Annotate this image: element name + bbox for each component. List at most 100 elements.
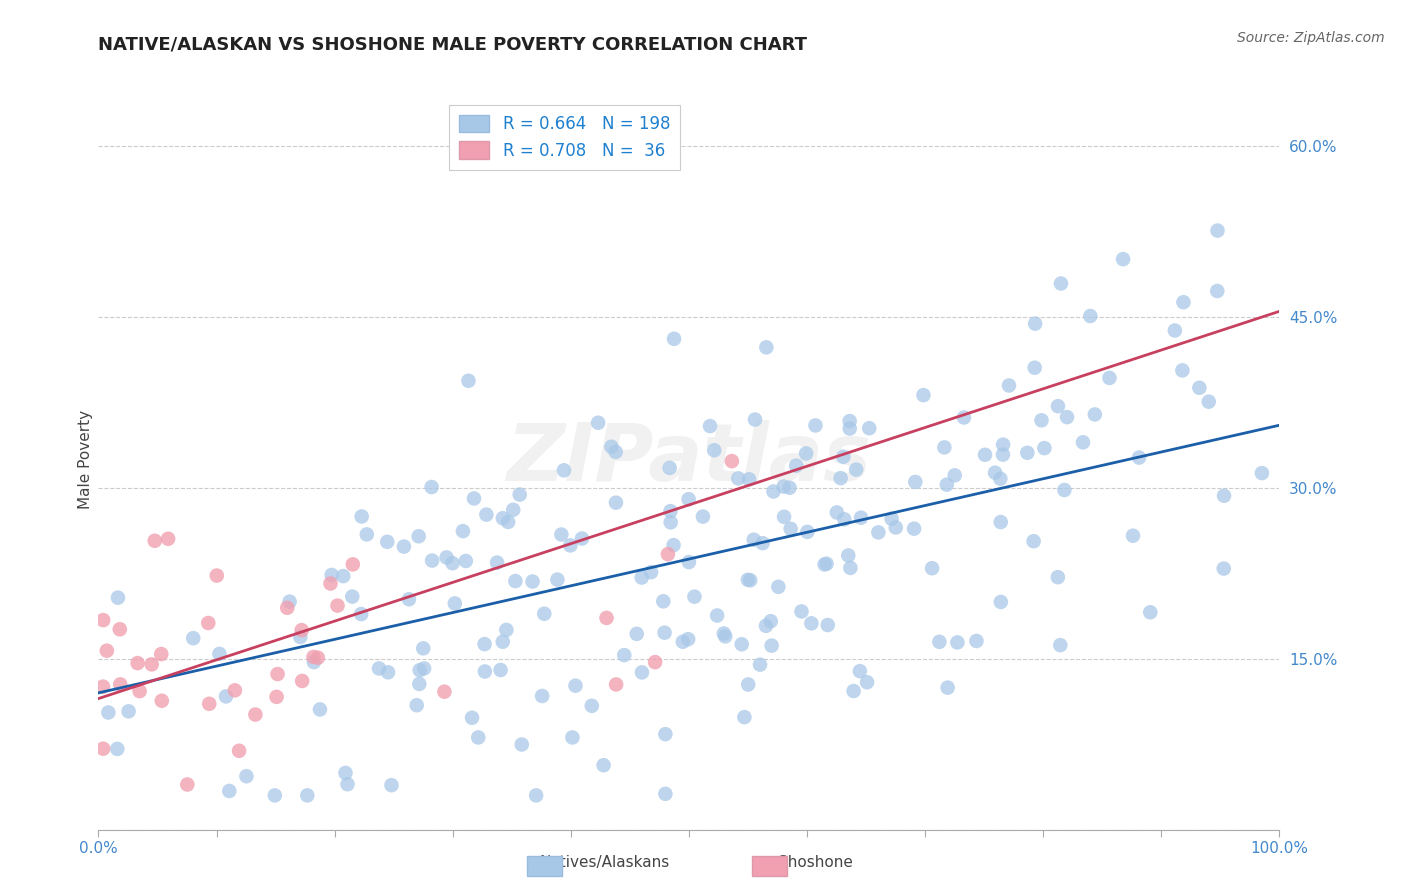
Point: [215, 690, 238, 704]
Point: [150, 694, 173, 708]
Point: [495, 623, 517, 637]
Point: [858, 421, 880, 435]
Point: [550, 527, 572, 541]
Point: [657, 547, 679, 561]
Point: [903, 522, 925, 536]
Point: [309, 702, 332, 716]
Point: [1017, 446, 1039, 460]
Point: [96, 643, 118, 657]
Point: [849, 510, 872, 524]
Point: [703, 443, 725, 458]
Point: [630, 570, 652, 584]
Point: [595, 611, 617, 625]
Point: [658, 460, 681, 475]
Point: [356, 527, 378, 541]
Point: [796, 524, 818, 539]
Point: [832, 512, 855, 526]
Point: [350, 509, 373, 524]
Point: [581, 698, 603, 713]
Point: [1053, 483, 1076, 497]
Point: [368, 661, 391, 675]
Point: [522, 574, 544, 589]
Point: [176, 777, 198, 791]
Point: [800, 616, 823, 631]
Point: [1056, 410, 1078, 425]
Point: [91, 613, 114, 627]
Point: [107, 591, 129, 605]
Point: [335, 766, 357, 780]
Point: [839, 561, 862, 575]
Point: [943, 468, 966, 483]
Point: [654, 727, 676, 741]
Point: [1206, 224, 1229, 238]
Point: [457, 374, 479, 388]
Point: [631, 665, 654, 680]
Point: [790, 604, 813, 618]
Point: [398, 592, 420, 607]
Point: [832, 450, 855, 464]
Point: [454, 554, 477, 568]
Text: NATIVE/ALASKAN VS SHOSHONE MALE POVERTY CORRELATION CHART: NATIVE/ALASKAN VS SHOSHONE MALE POVERTY …: [98, 36, 807, 54]
Point: [297, 789, 319, 803]
Point: [560, 538, 582, 552]
Point: [1164, 324, 1187, 338]
Point: [659, 516, 682, 530]
Point: [377, 665, 399, 680]
Point: [740, 574, 762, 588]
Point: [474, 637, 496, 651]
Point: [1188, 381, 1211, 395]
Point: [974, 448, 997, 462]
Point: [592, 758, 614, 772]
Point: [904, 475, 927, 489]
Point: [208, 647, 231, 661]
Point: [235, 769, 257, 783]
Point: [678, 555, 700, 569]
Point: [845, 462, 868, 476]
Point: [672, 634, 695, 648]
Point: [502, 503, 524, 517]
Point: [408, 529, 430, 543]
Point: [263, 789, 285, 803]
Point: [825, 506, 848, 520]
Point: [461, 711, 484, 725]
Point: [946, 635, 969, 649]
Point: [307, 650, 329, 665]
Point: [443, 596, 465, 610]
Point: [110, 677, 132, 691]
Point: [838, 414, 860, 428]
Point: [759, 614, 782, 628]
Y-axis label: Male Poverty: Male Poverty: [77, 409, 93, 509]
Point: [546, 573, 568, 587]
Point: [336, 777, 359, 791]
Point: [965, 634, 987, 648]
Point: [1128, 450, 1150, 465]
Point: [935, 477, 957, 491]
Point: [266, 690, 288, 704]
Point: [302, 649, 325, 664]
Point: [1251, 466, 1274, 480]
Point: [205, 568, 228, 582]
Point: [291, 623, 314, 637]
Point: [605, 445, 627, 459]
Point: [198, 697, 221, 711]
Point: [733, 710, 755, 724]
Point: [773, 509, 796, 524]
Point: [278, 594, 301, 608]
Point: [218, 784, 240, 798]
Point: [1206, 284, 1229, 298]
Point: [804, 418, 827, 433]
Point: [157, 532, 180, 546]
Text: Source: ZipAtlas.com: Source: ZipAtlas.com: [1237, 31, 1385, 45]
Text: ZIPatlas: ZIPatlas: [506, 420, 872, 499]
Point: [197, 615, 219, 630]
Point: [953, 410, 976, 425]
Point: [626, 627, 648, 641]
Point: [561, 731, 583, 745]
Point: [276, 600, 298, 615]
Point: [731, 637, 754, 651]
Point: [842, 684, 865, 698]
Point: [533, 607, 555, 621]
Text: Natives/Alaskans: Natives/Alaskans: [540, 855, 669, 870]
Point: [654, 625, 676, 640]
Point: [1139, 605, 1161, 619]
